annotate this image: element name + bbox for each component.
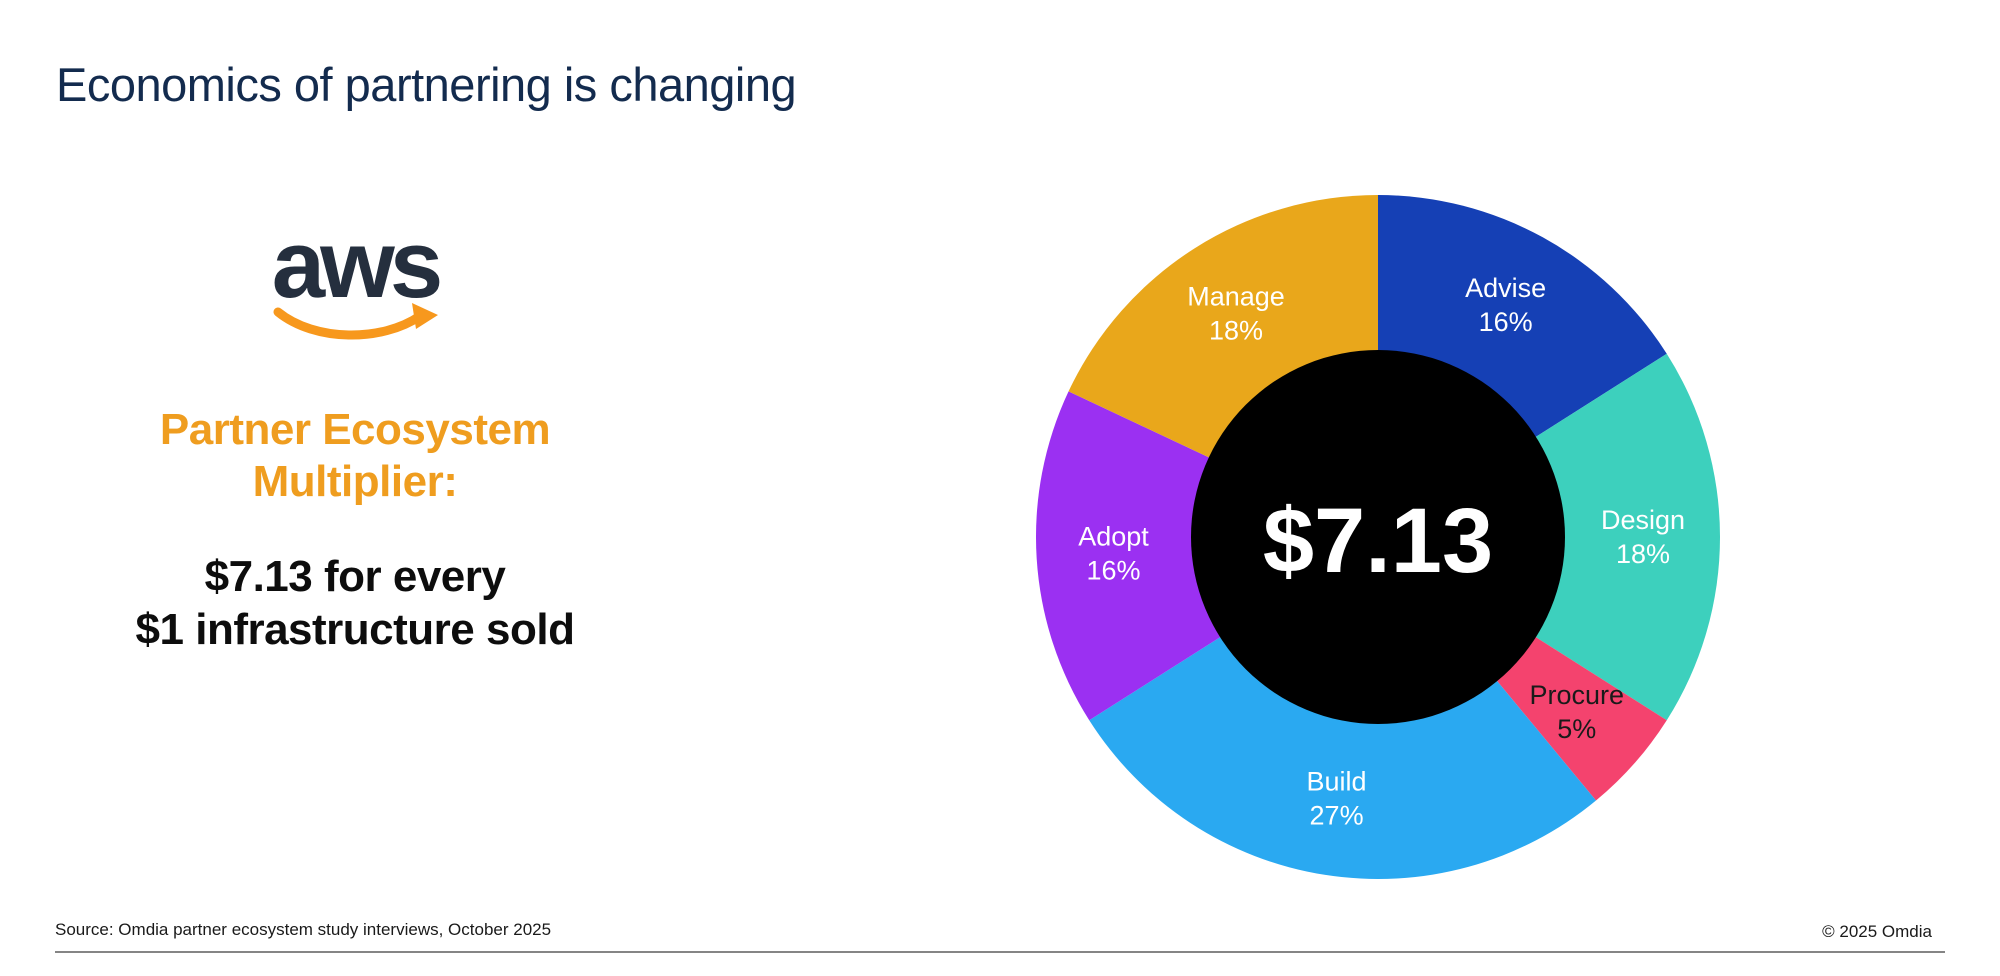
- donut-segment-advise-label: Advise: [1465, 273, 1546, 303]
- donut-center-value: $7.13: [1263, 490, 1493, 592]
- multiplier-heading: Partner Ecosystem Multiplier:: [105, 404, 605, 508]
- aws-logo: aws: [270, 211, 443, 350]
- multiplier-heading-line2: Multiplier:: [252, 457, 458, 506]
- donut-segment-build-pct: 27%: [1310, 801, 1364, 831]
- footer-divider: [55, 951, 1945, 953]
- page-title: Economics of partnering is changing: [56, 58, 797, 112]
- multiplier-statement-line2: $1 infrastructure sold: [135, 605, 575, 654]
- donut-segment-manage-label: Manage: [1187, 281, 1285, 311]
- donut-segment-design-label: Design: [1601, 505, 1685, 535]
- left-panel: aws Partner Ecosystem Multiplier: $7.13 …: [105, 211, 605, 656]
- multiplier-statement: $7.13 for every $1 infrastructure sold: [105, 550, 605, 656]
- donut-segment-adopt-pct: 16%: [1086, 556, 1140, 586]
- multiplier-heading-line1: Partner Ecosystem: [159, 405, 551, 454]
- donut-center-circle: [1191, 350, 1565, 724]
- donut-segment-build-label: Build: [1307, 767, 1367, 797]
- donut-chart: Advise 16% Design 18% Procure 5% Build 27% Adopt…: [1036, 195, 1720, 879]
- copyright: © 2025 Omdia: [1822, 922, 1932, 941]
- donut-segment-design-pct: 18%: [1616, 539, 1670, 569]
- donut-segment-advise-pct: 16%: [1479, 307, 1533, 337]
- donut-segment-procure-label: Procure: [1530, 680, 1625, 710]
- aws-logo-wordmark: aws: [271, 211, 443, 318]
- aws-smile-icon: [273, 303, 438, 340]
- donut-segment-procure-pct: 5%: [1557, 714, 1596, 744]
- donut-segment-manage-pct: 18%: [1209, 315, 1263, 345]
- source-note: Source: Omdia partner ecosystem study in…: [55, 920, 552, 939]
- donut-segment-adopt-label: Adopt: [1078, 522, 1149, 552]
- donut-chart-svg: Advise 16% Design 18% Procure 5% Build 27% Adopt…: [1036, 195, 1720, 879]
- multiplier-statement-line1: $7.13 for every: [204, 552, 506, 601]
